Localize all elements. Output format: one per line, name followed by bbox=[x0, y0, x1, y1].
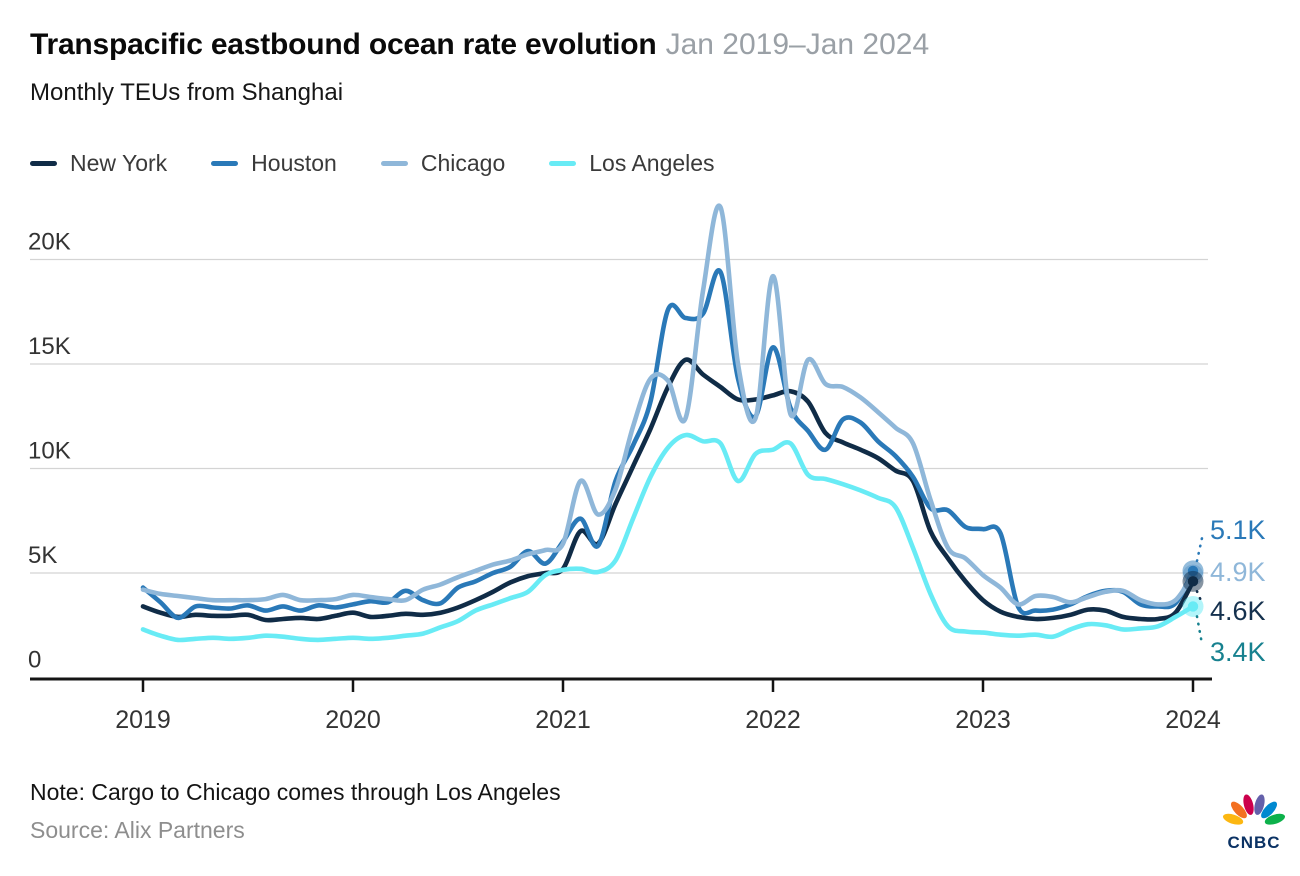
series-line-new-york bbox=[140, 357, 1196, 623]
peacock-feather-purple bbox=[1254, 794, 1265, 815]
legend-swatch-new-york bbox=[30, 161, 57, 166]
legend-item-houston: Houston bbox=[211, 150, 337, 177]
legend-label-houston: Houston bbox=[251, 150, 337, 176]
peacock-icon bbox=[1222, 794, 1286, 825]
series-line-los-angeles bbox=[140, 432, 1196, 643]
x-tick-label-2020: 2020 bbox=[325, 706, 381, 734]
chart-note: Note: Cargo to Chicago comes through Los… bbox=[30, 779, 561, 805]
peacock-feather-green bbox=[1264, 813, 1286, 825]
chart-subtitle: Monthly TEUs from Shanghai bbox=[30, 79, 344, 106]
legend: New York Houston Chicago Los Angeles bbox=[30, 150, 715, 177]
y-tick-label-15K: 15K bbox=[28, 333, 71, 360]
x-tick-label-2021: 2021 bbox=[535, 706, 591, 734]
chart-title: Transpacific eastbound ocean rate evolut… bbox=[30, 28, 657, 61]
legend-swatch-chicago bbox=[380, 161, 408, 166]
end-label-houston: 5.1K bbox=[1210, 515, 1266, 545]
legend-swatch-houston bbox=[211, 161, 239, 166]
y-tick-label-5K: 5K bbox=[28, 542, 57, 569]
end-label-chicago: 4.9K bbox=[1210, 557, 1266, 587]
end-label-new-york: 4.6K bbox=[1210, 596, 1266, 626]
series-line-chicago bbox=[140, 203, 1196, 607]
peacock-feather-blue bbox=[1261, 801, 1277, 819]
end-label-leader-houston bbox=[1195, 536, 1204, 563]
legend-swatch-los-angeles bbox=[549, 161, 577, 166]
peacock-feather-yellow bbox=[1222, 813, 1244, 825]
y-tick-label-20K: 20K bbox=[28, 229, 71, 256]
end-dot-los-angeles bbox=[1187, 601, 1199, 612]
chart-title-period: Jan 2019–Jan 2024 bbox=[665, 28, 930, 61]
x-tick-label-2023: 2023 bbox=[955, 706, 1011, 734]
end-label-los-angeles: 3.4K bbox=[1210, 637, 1266, 667]
legend-item-chicago: Chicago bbox=[380, 150, 506, 177]
cnbc-logo: CNBC bbox=[1221, 780, 1287, 853]
end-dot-new-york bbox=[1187, 576, 1199, 587]
legend-item-los-angeles: Los Angeles bbox=[549, 150, 715, 177]
page-title: Transpacific eastbound ocean rate evolut… bbox=[30, 28, 929, 62]
end-label-leader-new-york bbox=[1195, 590, 1204, 605]
legend-label-new-york: New York bbox=[70, 150, 168, 176]
y-tick-label-0: 0 bbox=[28, 647, 41, 674]
peacock-feather-red bbox=[1243, 794, 1254, 815]
x-tick-label-2019: 2019 bbox=[115, 706, 171, 734]
end-label-leader-los-angeles bbox=[1195, 615, 1204, 646]
legend-label-chicago: Chicago bbox=[420, 150, 506, 176]
cnbc-wordmark: CNBC bbox=[1227, 833, 1281, 852]
x-tick-label-2024: 2024 bbox=[1165, 706, 1221, 734]
peacock-feather-orange bbox=[1231, 801, 1247, 819]
chart-source: Source: Alix Partners bbox=[30, 817, 245, 843]
x-tick-label-2022: 2022 bbox=[745, 706, 801, 734]
legend-item-new-york: New York bbox=[30, 150, 167, 177]
legend-label-los-angeles: Los Angeles bbox=[589, 150, 715, 176]
y-tick-label-10K: 10K bbox=[28, 438, 71, 465]
